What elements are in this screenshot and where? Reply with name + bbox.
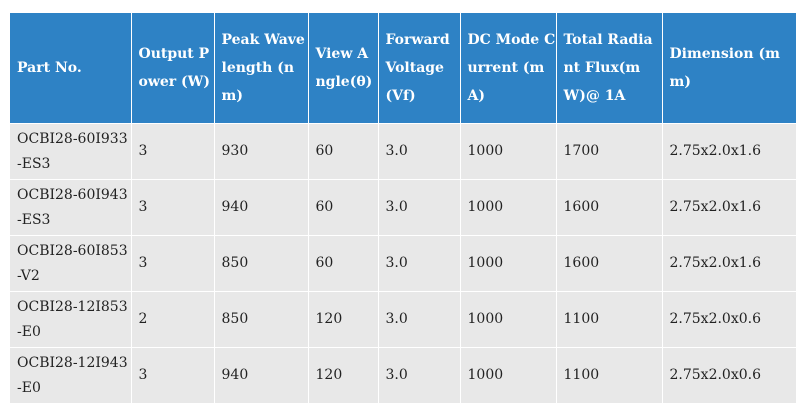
cell-dc-mode-current: 1000 — [459, 179, 557, 236]
cell-dc-mode-current: 1000 — [459, 123, 557, 180]
table-row: OCBI28-12I853-E0 2 850 120 3.0 1000 1100… — [10, 291, 797, 348]
cell-view-angle: 60 — [307, 235, 379, 292]
cell-output-power: 3 — [130, 347, 215, 404]
cell-peak-wavelength: 850 — [213, 235, 309, 292]
table-row: OCBI28-12I943-E0 3 940 120 3.0 1000 1100… — [10, 347, 797, 404]
table-row: OCBI28-60I943-ES3 3 940 60 3.0 1000 1600… — [10, 179, 797, 236]
cell-dimension: 2.75x2.0x1.6 — [661, 123, 797, 180]
cell-peak-wavelength: 930 — [213, 123, 309, 180]
cell-part-no: OCBI28-12I853-E0 — [10, 291, 132, 348]
cell-output-power: 2 — [130, 291, 215, 348]
header-dimension: Dimension (mm) — [661, 12, 797, 124]
cell-total-radiant-flux: 1700 — [555, 123, 663, 180]
cell-output-power: 3 — [130, 179, 215, 236]
table-body: OCBI28-60I933-ES3 3 930 60 3.0 1000 1700… — [10, 123, 797, 404]
cell-dimension: 2.75x2.0x0.6 — [661, 291, 797, 348]
header-output-power: Output Power (W) — [130, 12, 215, 124]
cell-part-no: OCBI28-12I943-E0 — [10, 347, 132, 404]
table-row: OCBI28-60I933-ES3 3 930 60 3.0 1000 1700… — [10, 123, 797, 180]
cell-total-radiant-flux: 1100 — [555, 291, 663, 348]
cell-part-no: OCBI28-60I853-V2 — [10, 235, 132, 292]
cell-output-power: 3 — [130, 235, 215, 292]
specs-table: Part No. Output Power (W) Peak Wavelengt… — [10, 12, 797, 404]
cell-forward-voltage: 3.0 — [377, 123, 461, 180]
cell-dimension: 2.75x2.0x1.6 — [661, 235, 797, 292]
cell-dc-mode-current: 1000 — [459, 235, 557, 292]
cell-forward-voltage: 3.0 — [377, 179, 461, 236]
header-dc-mode-current: DC Mode Current (mA) — [459, 12, 557, 124]
cell-part-no: OCBI28-60I933-ES3 — [10, 123, 132, 180]
cell-total-radiant-flux: 1600 — [555, 235, 663, 292]
cell-forward-voltage: 3.0 — [377, 235, 461, 292]
cell-dc-mode-current: 1000 — [459, 347, 557, 404]
cell-total-radiant-flux: 1100 — [555, 347, 663, 404]
cell-total-radiant-flux: 1600 — [555, 179, 663, 236]
header-row: Part No. Output Power (W) Peak Wavelengt… — [10, 12, 797, 124]
header-forward-voltage: Forward Voltage (Vf) — [377, 12, 461, 124]
cell-peak-wavelength: 940 — [213, 179, 309, 236]
cell-view-angle: 120 — [307, 291, 379, 348]
cell-peak-wavelength: 940 — [213, 347, 309, 404]
table-row: OCBI28-60I853-V2 3 850 60 3.0 1000 1600 … — [10, 235, 797, 292]
header-part-no: Part No. — [10, 12, 132, 124]
cell-view-angle: 60 — [307, 179, 379, 236]
cell-forward-voltage: 3.0 — [377, 291, 461, 348]
cell-peak-wavelength: 850 — [213, 291, 309, 348]
cell-part-no: OCBI28-60I943-ES3 — [10, 179, 132, 236]
header-view-angle: View Angle(θ) — [307, 12, 379, 124]
cell-dimension: 2.75x2.0x1.6 — [661, 179, 797, 236]
header-peak-wavelength: Peak Wavelength (nm) — [213, 12, 309, 124]
cell-view-angle: 60 — [307, 123, 379, 180]
cell-dimension: 2.75x2.0x0.6 — [661, 347, 797, 404]
cell-view-angle: 120 — [307, 347, 379, 404]
cell-dc-mode-current: 1000 — [459, 291, 557, 348]
cell-output-power: 3 — [130, 123, 215, 180]
table-header: Part No. Output Power (W) Peak Wavelengt… — [10, 12, 797, 124]
header-total-radiant-flux: Total Radiant Flux(mW)@ 1A — [555, 12, 663, 124]
cell-forward-voltage: 3.0 — [377, 347, 461, 404]
